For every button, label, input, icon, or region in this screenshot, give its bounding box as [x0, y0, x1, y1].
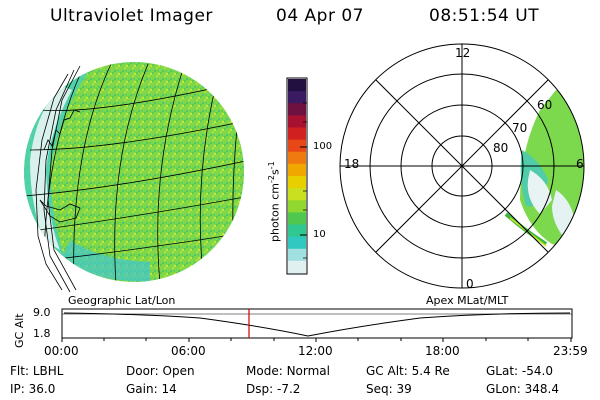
colorbar-cell — [288, 139, 306, 153]
status-door: Door: Open — [126, 364, 195, 378]
time-tick-2359: 23:59 — [553, 344, 588, 358]
colorbar-cell — [288, 163, 306, 177]
colorbar-cell — [288, 115, 306, 129]
status-mode: Mode: Normal — [246, 364, 330, 378]
status-glon: GLon: 348.4 — [486, 382, 559, 396]
colorbar-cell — [288, 176, 306, 189]
status-gc-alt: GC Alt: 5.4 Re — [366, 364, 450, 378]
colorbar-cell — [288, 127, 306, 141]
colorbar-cell — [288, 236, 306, 250]
time-tick-1800: 18:00 — [425, 344, 460, 358]
altitude-plot — [61, 308, 573, 342]
mlt-label-0: 0 — [466, 277, 474, 291]
mlat-label-60: 60 — [537, 98, 553, 112]
colorbar-cell — [288, 151, 306, 165]
instrument-title: Ultraviolet Imager — [50, 6, 213, 26]
mlt-label-6: 6 — [576, 157, 584, 171]
altitude-axis-label: GC Alt — [13, 313, 26, 348]
status-gain: Gain: 14 — [126, 382, 177, 396]
mlat-label-70: 70 — [512, 121, 528, 135]
time-tick-1200: 12:00 — [298, 344, 333, 358]
colorbar-cell — [288, 91, 306, 104]
status-seq: Seq: 39 — [366, 382, 412, 396]
status-glat: GLat: -54.0 — [486, 364, 553, 378]
colorbar-tick-10: 10 — [313, 229, 326, 240]
time-tick-0600: 06:00 — [171, 344, 206, 358]
mlt-label-12: 12 — [455, 46, 471, 60]
colorbar-cell — [288, 212, 306, 226]
status-dsp: Dsp: -7.2 — [246, 382, 301, 396]
colorbar-cell — [288, 224, 306, 238]
colorbar — [286, 77, 308, 275]
colorbar-cell — [288, 188, 306, 201]
time-label: 08:51:54 UT — [429, 6, 540, 26]
mlt-label-18: 18 — [344, 157, 360, 171]
date-label: 04 Apr 07 — [276, 6, 364, 26]
altitude-tick-low: 1.8 — [33, 327, 51, 340]
status-filter: Flt: LBHL — [10, 364, 64, 378]
geographic-image — [24, 62, 244, 293]
colorbar-cell — [288, 103, 306, 116]
apex-panel-label: Apex MLat/MLT — [426, 294, 509, 307]
colorbar-tick-100: 100 — [313, 141, 333, 152]
status-ip: IP: 36.0 — [10, 382, 56, 396]
polar-plot — [339, 43, 585, 289]
mlat-label-80: 80 — [493, 141, 509, 155]
time-tick-0000: 00:00 — [44, 344, 79, 358]
colorbar-cell — [288, 260, 306, 274]
colorbar-cell — [288, 200, 306, 213]
geographic-panel-label: Geographic Lat/Lon — [68, 294, 176, 307]
colorbar-cell — [288, 79, 306, 92]
colorbar-unit-label: photon cm-2s-1 — [267, 161, 282, 242]
colorbar-cell — [288, 248, 306, 262]
altitude-tick-high: 9.0 — [33, 306, 51, 319]
